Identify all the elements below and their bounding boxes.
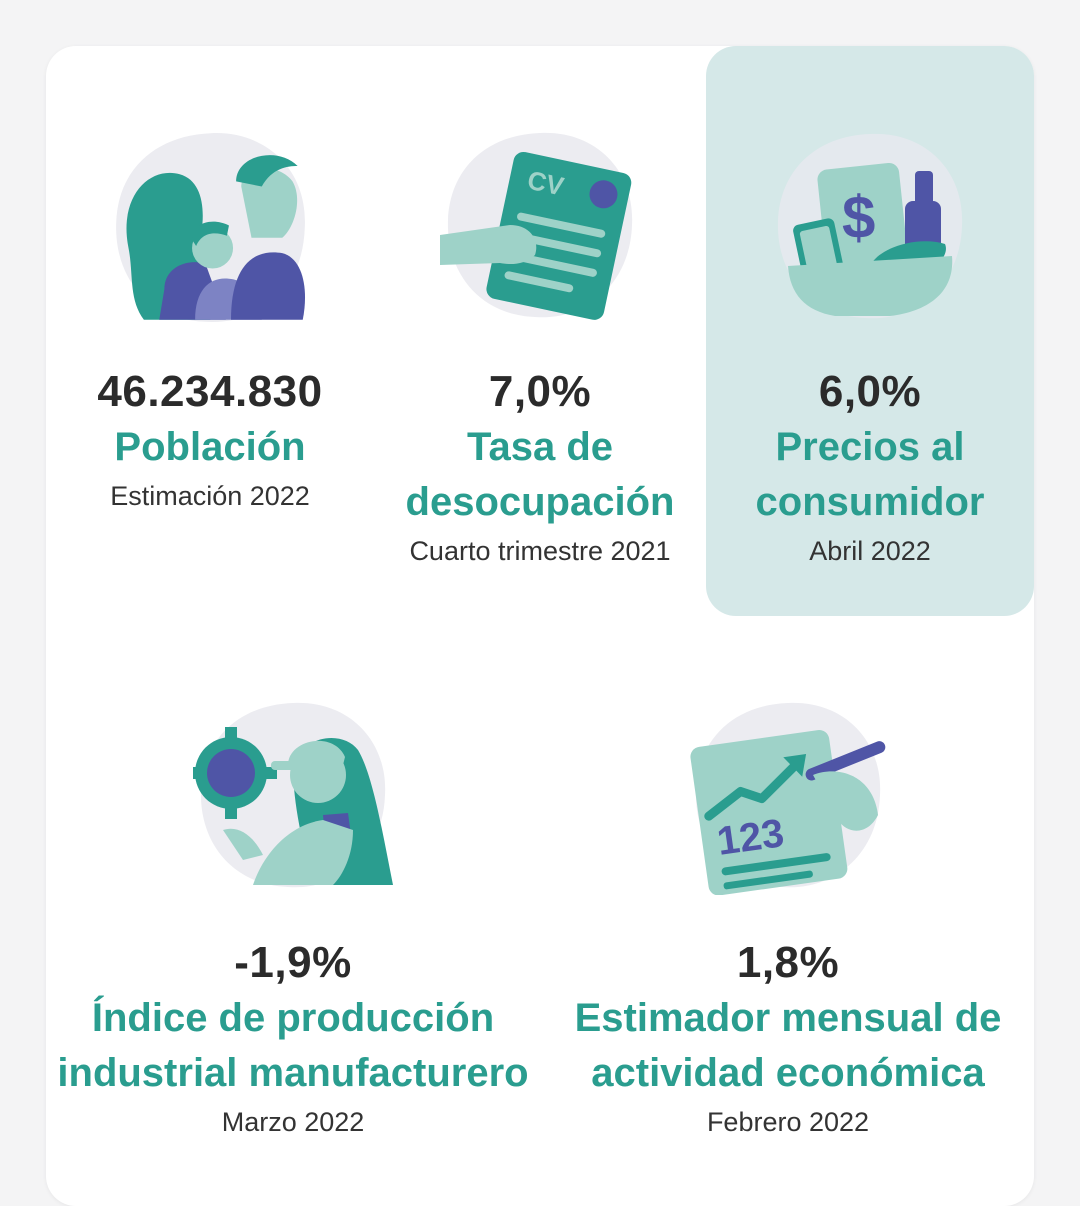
stat-value: 7,0% [488, 367, 592, 416]
stat-period: Abril 2022 [809, 536, 931, 566]
cv-icon: CV [440, 125, 640, 325]
population-icon [108, 125, 313, 330]
stat-period: Febrero 2022 [706, 1107, 870, 1137]
svg-text:CV: CV [525, 165, 567, 202]
stat-value: 1,8% [736, 938, 840, 987]
stat-value: -1,9% [234, 938, 352, 987]
svg-text:$: $ [842, 184, 875, 251]
stat-label-line-1: Estimador mensual de [574, 996, 1002, 1040]
stat-indice-produccion[interactable]: -1,9% Índice de producción industrial ma… [56, 680, 530, 1150]
stat-label-line-2: desocupación [405, 480, 675, 524]
economic-chart-icon: 123 [688, 695, 888, 895]
chart-number-text: 123 [714, 811, 786, 864]
stat-period: Cuarto trimestre 2021 [409, 536, 671, 566]
stat-label: Población [114, 425, 306, 469]
stat-estimador-actividad[interactable]: 123 1,8% Estimador mensual de actividad … [560, 680, 1016, 1150]
stat-label-line-2: industrial manufacturero [57, 1051, 529, 1095]
stat-label-line-1: Precios al [775, 425, 965, 469]
stat-value: 46.234.830 [97, 367, 323, 416]
gear-worker-icon [193, 695, 393, 895]
stat-value: 6,0% [818, 367, 922, 416]
stat-period: Marzo 2022 [221, 1107, 365, 1137]
stat-label-line-1: Tasa de [467, 425, 613, 469]
stat-precios-consumidor[interactable]: $ 6,0% Precios al consumidor Abril 2022 [706, 46, 1034, 616]
stat-label-line-2: actividad económica [591, 1051, 985, 1095]
stat-tasa-desocupacion[interactable]: CV 7,0% Tasa de desocupación Cuarto trim… [390, 110, 690, 580]
shopping-basket-icon: $ [770, 126, 970, 326]
stat-period: Estimación 2022 [110, 481, 310, 511]
stat-poblacion[interactable]: 46.234.830 Población Estimación 2022 [60, 110, 360, 530]
stat-label-line-2: consumidor [755, 480, 985, 524]
stat-label-line-1: Índice de producción [91, 996, 495, 1040]
